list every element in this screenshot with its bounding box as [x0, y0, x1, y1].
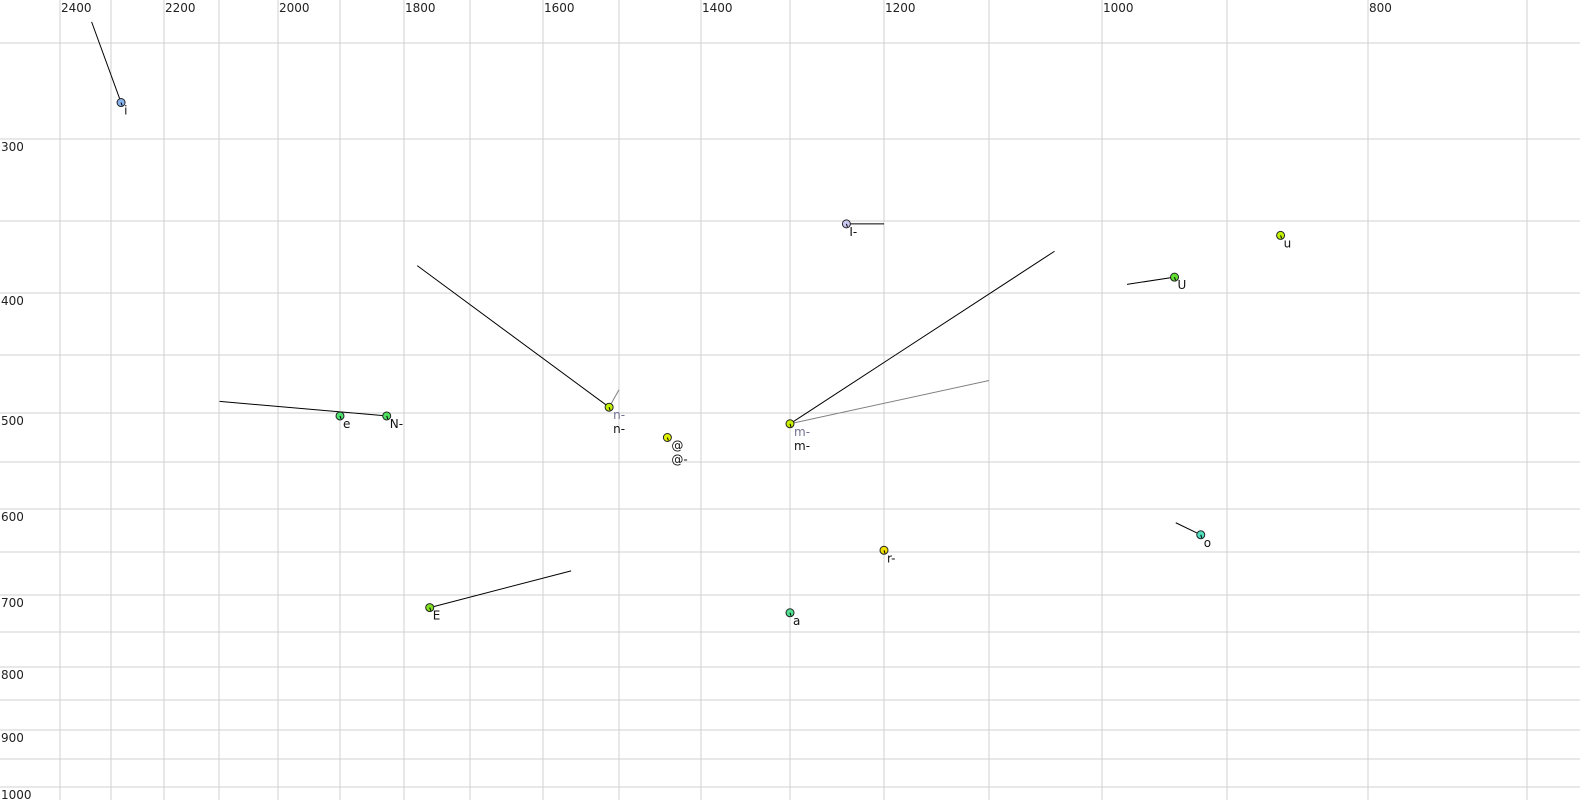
- x-tick-label: 1800: [405, 1, 436, 15]
- point-u: u: [1276, 230, 1292, 250]
- point-tick: [339, 415, 342, 420]
- trail-line: [789, 250, 1055, 425]
- point-I-: I-: [841, 219, 857, 239]
- point-n-: n-n-: [604, 402, 625, 436]
- point-tick: [608, 407, 611, 411]
- point-e: e: [335, 411, 350, 431]
- point-label: U: [1178, 278, 1187, 292]
- point-label: m-: [794, 439, 810, 453]
- x-tick-label: 1000: [1103, 1, 1134, 15]
- point-N-: N-: [382, 411, 403, 431]
- point-tick: [1280, 235, 1283, 239]
- axis-ticks: 2400 2200 2000 1800 1600 1400 1200 1000 800 300 40…: [1, 1, 1392, 800]
- point-label: I-: [849, 225, 857, 239]
- point-label: E: [433, 609, 441, 623]
- point-tick: [429, 607, 432, 611]
- point-r-: r-: [879, 545, 896, 565]
- point-label: a: [793, 614, 800, 628]
- points: i I-u Ue N-n-n- @@- m-m-r-o E a: [116, 98, 1292, 628]
- point-label-secondary: n-: [613, 408, 625, 422]
- point-tick: [120, 102, 123, 106]
- x-tick-label: 2200: [165, 1, 196, 15]
- point-tick: [666, 437, 669, 441]
- point-tick: [1174, 277, 1176, 281]
- x-tick-label: 1400: [702, 1, 733, 15]
- x-tick-label: 1600: [544, 1, 575, 15]
- point-label: N-: [390, 417, 403, 431]
- y-tick-label: 600: [1, 510, 24, 524]
- point-label: e: [343, 417, 350, 431]
- trail-line: [789, 380, 990, 425]
- point-label: u: [1284, 236, 1292, 250]
- y-tick-label: 300: [1, 140, 24, 154]
- point-label: r-: [887, 551, 896, 565]
- point-label-secondary: @-: [671, 453, 687, 467]
- point-m-: m-m-: [785, 419, 810, 453]
- trail-line: [416, 265, 610, 408]
- point-label: n-: [613, 422, 625, 436]
- point-tick: [789, 423, 792, 427]
- y-tick-label: 900: [1, 731, 24, 745]
- y-tick-label: 700: [1, 596, 24, 610]
- point-label: o: [1204, 536, 1211, 550]
- x-tick-label: 800: [1369, 1, 1392, 15]
- y-tick-label: 500: [1, 414, 24, 428]
- trail-line: [429, 570, 572, 609]
- point-label-secondary: m-: [794, 425, 810, 439]
- y-tick-label: 1000: [1, 788, 32, 800]
- point-tick: [845, 223, 848, 228]
- x-tick-label: 2000: [279, 1, 310, 15]
- y-tick-label: 400: [1, 294, 24, 308]
- trails: [91, 21, 1201, 609]
- point-tick: [1200, 534, 1203, 538]
- x-tick-label: 1200: [885, 1, 916, 15]
- point-U: U: [1170, 272, 1187, 292]
- point-o: o: [1196, 530, 1211, 550]
- x-tick-label: 2400: [61, 1, 92, 15]
- point-tick: [883, 550, 886, 554]
- trail-line: [1175, 522, 1201, 536]
- point-label: @: [671, 439, 683, 453]
- point-i: i: [116, 98, 127, 118]
- point-tick: [386, 415, 389, 420]
- point-tick: [789, 612, 792, 616]
- y-tick-label: 800: [1, 668, 24, 682]
- trail-line: [1126, 276, 1175, 285]
- trail-line: [91, 21, 122, 103]
- point-@: @@-: [662, 433, 688, 467]
- point-E: E: [425, 603, 441, 623]
- point-a: a: [785, 608, 800, 628]
- trail-line: [219, 400, 387, 417]
- point-label: i: [124, 104, 127, 118]
